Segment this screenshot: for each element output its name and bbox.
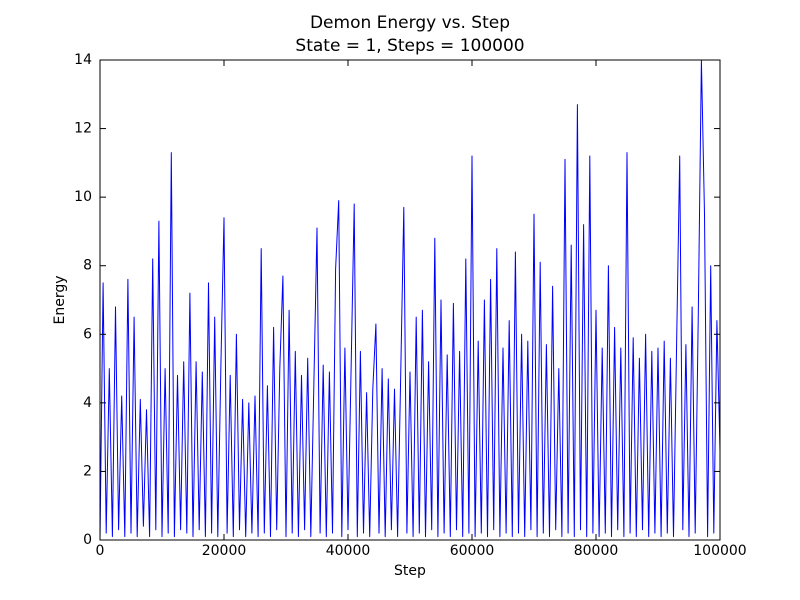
x-tick-label: 40000 (326, 543, 371, 559)
x-axis-label: Step (394, 563, 426, 579)
y-tick-label: 0 (83, 532, 92, 548)
y-tick-label: 14 (74, 52, 92, 68)
y-tick-label: 4 (83, 395, 92, 411)
y-tick-label: 12 (74, 121, 92, 137)
y-tick-label: 6 (83, 326, 92, 342)
x-tick-label: 80000 (574, 543, 619, 559)
x-tick-label: 20000 (202, 543, 247, 559)
x-tick-label: 100000 (693, 543, 746, 559)
y-tick-label: 8 (83, 258, 92, 274)
y-tick-label: 2 (83, 463, 92, 479)
plot-frame (99, 59, 721, 541)
x-tick-label: 0 (96, 543, 105, 559)
y-tick-label: 10 (74, 189, 92, 205)
chart-title: Demon Energy vs. Step (310, 13, 510, 33)
chart-subtitle: State = 1, Steps = 100000 (295, 36, 524, 56)
y-axis-label: Energy (52, 275, 68, 324)
x-tick-label: 60000 (450, 543, 495, 559)
data-line (100, 60, 720, 540)
